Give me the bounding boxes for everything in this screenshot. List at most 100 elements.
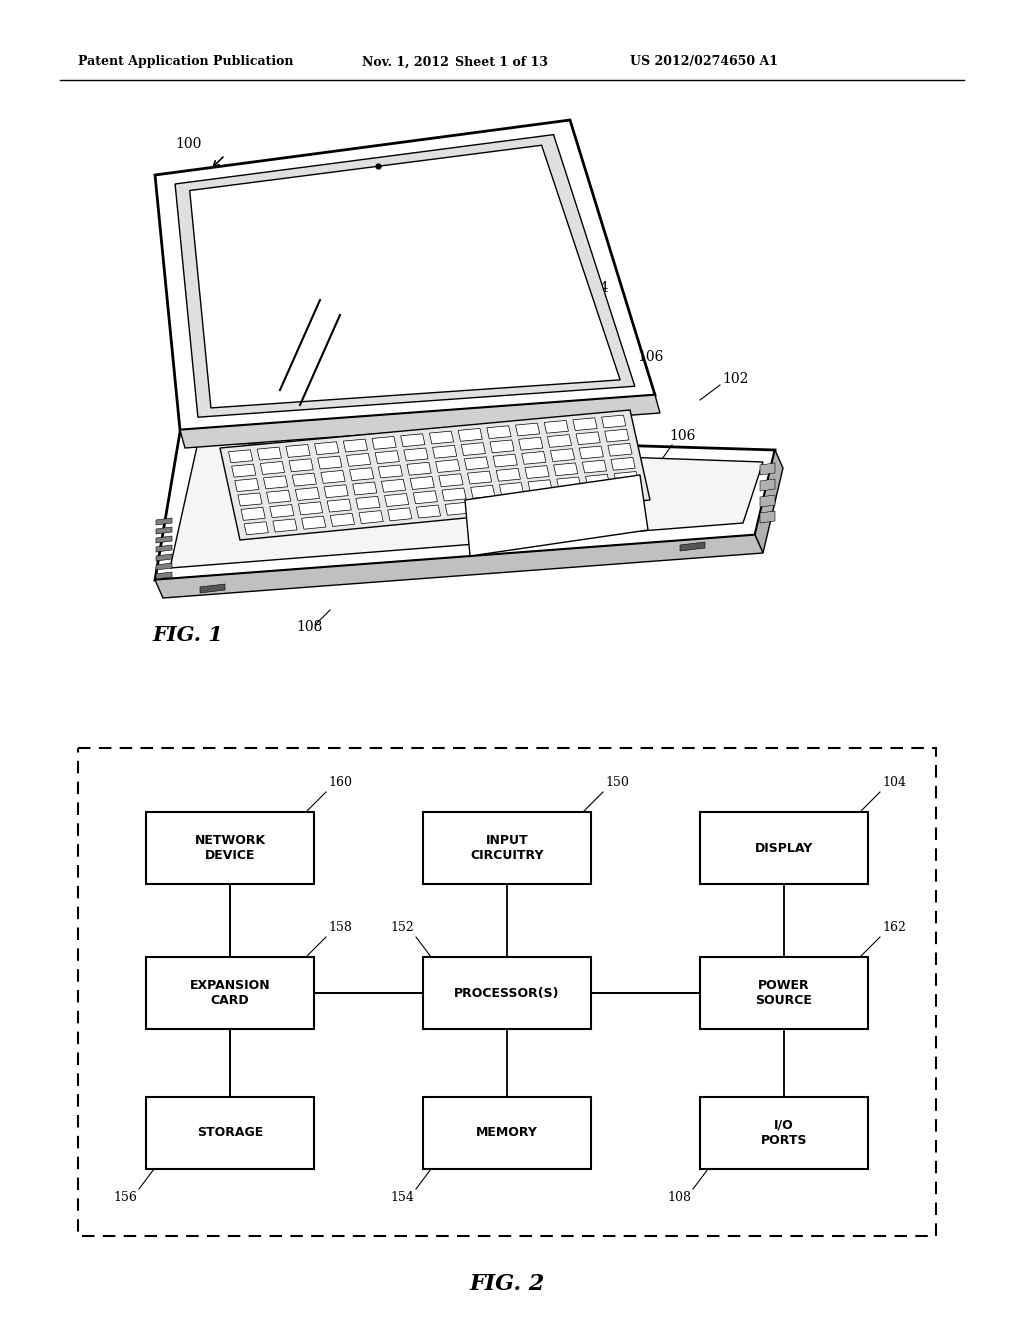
- Bar: [700, 957, 868, 1030]
- Polygon shape: [180, 395, 660, 447]
- Polygon shape: [602, 414, 626, 428]
- Text: 160: 160: [328, 776, 352, 789]
- Polygon shape: [442, 488, 466, 502]
- Polygon shape: [411, 477, 434, 490]
- Text: POWER
SOURCE: POWER SOURCE: [756, 979, 812, 1007]
- Text: Sheet 1 of 13: Sheet 1 of 13: [455, 55, 548, 69]
- Polygon shape: [170, 442, 763, 568]
- Polygon shape: [445, 503, 469, 515]
- Text: 106: 106: [637, 350, 664, 364]
- Polygon shape: [260, 462, 285, 474]
- Polygon shape: [548, 434, 571, 447]
- Polygon shape: [503, 496, 526, 510]
- Bar: [423, 812, 591, 884]
- Polygon shape: [156, 545, 172, 552]
- Polygon shape: [557, 477, 581, 490]
- Text: 150: 150: [605, 776, 629, 789]
- Polygon shape: [528, 479, 552, 492]
- Polygon shape: [554, 463, 578, 475]
- Polygon shape: [155, 120, 655, 430]
- Polygon shape: [608, 444, 632, 457]
- Polygon shape: [155, 535, 763, 598]
- Polygon shape: [346, 453, 371, 466]
- Text: STORAGE: STORAGE: [197, 1126, 263, 1139]
- Text: 158: 158: [328, 921, 352, 935]
- Text: NETWORK
DEVICE: NETWORK DEVICE: [195, 834, 265, 862]
- Polygon shape: [474, 499, 498, 512]
- Polygon shape: [156, 554, 172, 561]
- Polygon shape: [465, 475, 648, 556]
- Polygon shape: [289, 459, 313, 471]
- Polygon shape: [327, 499, 351, 512]
- Polygon shape: [497, 469, 520, 482]
- Polygon shape: [605, 429, 629, 442]
- Text: Nov. 1, 2012: Nov. 1, 2012: [362, 55, 449, 69]
- Polygon shape: [429, 432, 454, 444]
- Text: 108: 108: [667, 1191, 691, 1204]
- Text: 156: 156: [113, 1191, 137, 1204]
- Polygon shape: [494, 454, 517, 467]
- Polygon shape: [522, 451, 546, 465]
- Polygon shape: [343, 440, 368, 451]
- Polygon shape: [200, 583, 225, 593]
- Polygon shape: [356, 496, 380, 510]
- Bar: [146, 1097, 314, 1170]
- Polygon shape: [156, 527, 172, 535]
- Polygon shape: [515, 424, 540, 436]
- Polygon shape: [156, 517, 172, 525]
- Polygon shape: [220, 411, 650, 540]
- Polygon shape: [760, 511, 775, 523]
- Polygon shape: [378, 465, 402, 478]
- Polygon shape: [241, 507, 265, 520]
- Polygon shape: [760, 495, 775, 507]
- Polygon shape: [385, 494, 409, 507]
- Polygon shape: [228, 450, 253, 463]
- Polygon shape: [611, 458, 635, 470]
- Bar: [700, 1097, 868, 1170]
- Text: 152: 152: [390, 921, 414, 935]
- Polygon shape: [403, 447, 428, 461]
- Polygon shape: [439, 474, 463, 487]
- Bar: [423, 957, 591, 1030]
- Polygon shape: [465, 457, 488, 470]
- Polygon shape: [263, 475, 288, 488]
- Polygon shape: [400, 434, 425, 446]
- Text: 108: 108: [296, 620, 323, 634]
- Polygon shape: [314, 442, 339, 454]
- Text: FIG. 2: FIG. 2: [469, 1272, 545, 1295]
- Polygon shape: [175, 135, 635, 417]
- Polygon shape: [156, 572, 172, 579]
- Polygon shape: [257, 447, 282, 461]
- Text: 100: 100: [175, 137, 202, 150]
- Polygon shape: [331, 513, 354, 527]
- Polygon shape: [189, 145, 621, 408]
- Polygon shape: [302, 516, 326, 529]
- Polygon shape: [417, 506, 440, 517]
- Bar: [78, 748, 936, 1236]
- Polygon shape: [156, 564, 172, 570]
- Polygon shape: [372, 437, 396, 449]
- Polygon shape: [461, 442, 485, 455]
- Text: 162: 162: [882, 921, 906, 935]
- Polygon shape: [324, 484, 348, 498]
- Text: 106: 106: [669, 429, 695, 444]
- Polygon shape: [760, 463, 775, 475]
- Text: I/O
PORTS: I/O PORTS: [761, 1119, 807, 1147]
- Polygon shape: [572, 417, 597, 430]
- Polygon shape: [583, 461, 606, 473]
- Polygon shape: [244, 521, 268, 535]
- Polygon shape: [375, 450, 399, 463]
- Bar: [146, 812, 314, 884]
- Polygon shape: [414, 491, 437, 504]
- Polygon shape: [388, 508, 412, 521]
- Text: INPUT
CIRCUITRY: INPUT CIRCUITRY: [470, 834, 544, 862]
- Polygon shape: [269, 504, 294, 517]
- Polygon shape: [680, 543, 705, 550]
- Polygon shape: [155, 432, 775, 579]
- Polygon shape: [468, 471, 492, 484]
- Polygon shape: [544, 421, 568, 433]
- Text: DISPLAY: DISPLAY: [755, 842, 813, 854]
- Polygon shape: [359, 511, 383, 524]
- Polygon shape: [500, 483, 523, 495]
- Polygon shape: [286, 445, 310, 457]
